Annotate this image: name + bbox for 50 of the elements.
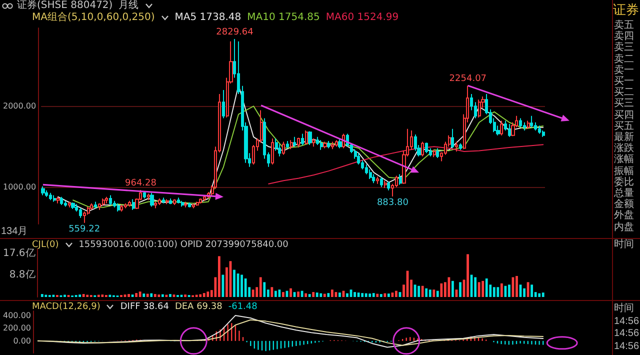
text: DIFF 38.64 (120, 301, 169, 313)
text: MA5 1738.48 (174, 12, 242, 24)
text: 卖一 (614, 64, 634, 76)
text: 买三 (614, 98, 634, 110)
text: 卖三 (614, 42, 634, 54)
chart-subtitle: 155930016.00(0:100) OPID 207399075840.00 (78, 239, 288, 251)
y-tick-label: 0.00 (13, 336, 31, 346)
text: 买五 (614, 120, 634, 132)
text: 买二 (614, 87, 634, 98)
text: 振幅 (614, 166, 634, 177)
text: 买一 (614, 76, 634, 87)
annotation: 883.80 (376, 198, 409, 208)
y-tick-label: 8.8亿 (9, 270, 36, 281)
y-tick-label: 2000.00 (2, 102, 36, 111)
text: 外盘 (614, 210, 634, 222)
text: 14:56 (614, 316, 640, 328)
text: 总量 (614, 188, 634, 199)
annotation: 2254.07 (449, 74, 487, 84)
text: 14:56 (614, 328, 640, 340)
chart-subtitle: 月线 (118, 0, 139, 12)
text: 最新 (614, 132, 634, 143)
chart-title: MACD(12,26,9) (32, 301, 100, 313)
text: 证券 (613, 2, 639, 17)
text: 涨幅 (614, 154, 634, 166)
y-tick-label: 200.00 (3, 324, 31, 333)
annotation: 559.22 (68, 224, 100, 234)
chart-title: CJL(0) (32, 239, 59, 250)
y-tick-label: 17.6亿 (3, 248, 36, 259)
text: 金额 (614, 199, 634, 210)
text: 涨跌 (614, 143, 634, 154)
chart-title: 证券(SHSE 880472) (17, 0, 113, 12)
text: DEA 69.38 (174, 301, 222, 313)
text: 卖五 (614, 20, 634, 31)
text: 买四 (614, 110, 634, 121)
text: 134月 (1, 226, 28, 238)
legend-title: MA组合(5,10,0,60,0,250) (32, 12, 155, 24)
text: 委比 (614, 176, 634, 188)
text: MA60 1524.99 (326, 12, 399, 24)
text: 时间 (614, 239, 634, 251)
annotation: 964.28 (124, 178, 157, 189)
y-tick-label: 1000.00 (2, 182, 36, 192)
text: 卖四 (614, 31, 634, 42)
y-tick-label: 400.00 (3, 310, 31, 320)
text: 内盘 (614, 222, 634, 234)
text: 时间 (614, 303, 634, 315)
annotation: 2829.64 (216, 27, 254, 38)
text: MA10 1754.85 (247, 12, 320, 24)
series-label: -61.48 (228, 301, 258, 313)
text: 14:56 (614, 340, 640, 352)
text: 卖二 (614, 54, 634, 65)
